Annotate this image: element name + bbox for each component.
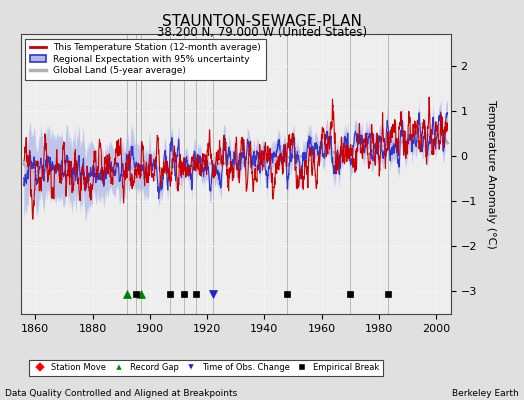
Text: Berkeley Earth: Berkeley Earth [452, 389, 519, 398]
Text: Data Quality Controlled and Aligned at Breakpoints: Data Quality Controlled and Aligned at B… [5, 389, 237, 398]
Text: STAUNTON-SEWAGE-PLAN: STAUNTON-SEWAGE-PLAN [162, 14, 362, 29]
Y-axis label: Temperature Anomaly (°C): Temperature Anomaly (°C) [486, 100, 496, 248]
Legend: Station Move, Record Gap, Time of Obs. Change, Empirical Break: Station Move, Record Gap, Time of Obs. C… [29, 360, 383, 376]
Text: 38.200 N, 79.000 W (United States): 38.200 N, 79.000 W (United States) [157, 26, 367, 39]
